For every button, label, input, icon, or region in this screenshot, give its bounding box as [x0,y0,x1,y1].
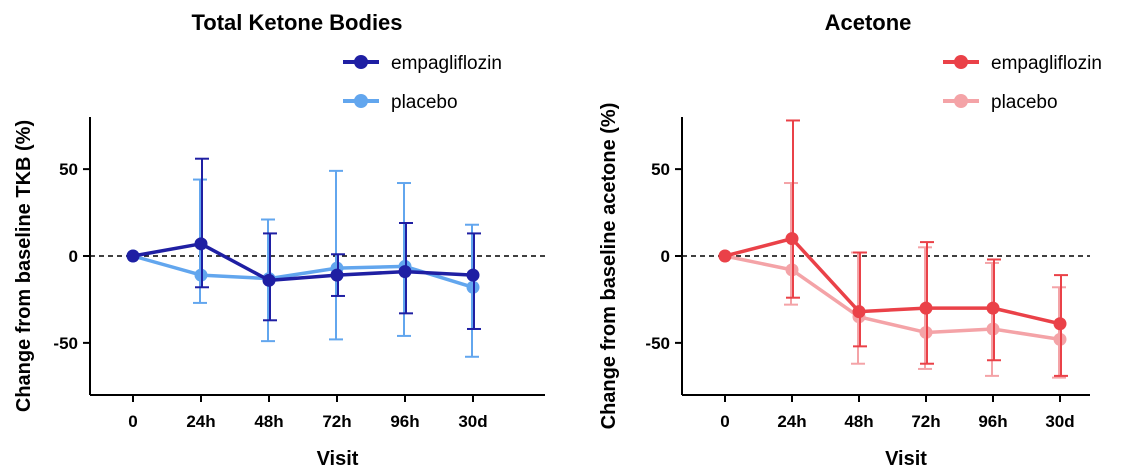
chart-acetone: Acetone -50 0 50 0 24h 48h 72h 96h 30d Visit Change… [598,10,1102,470]
legend-swatch-marker [354,55,368,69]
y-axis-label: Change from baseline TKB (%) [13,120,35,412]
data-point [718,249,732,263]
x-tick-label: 48h [254,412,283,431]
legend-label: empagliflozin [391,53,502,74]
x-axis-label: Visit [885,448,927,470]
series-empagliflozin [126,157,481,330]
data-point [330,268,344,282]
x-tick-label: 96h [390,412,419,431]
x-tick-label: 72h [322,412,351,431]
x-tick-label: 0 [128,412,137,431]
x-tick-label: 96h [978,412,1007,431]
data-point [1053,317,1067,331]
x-tick-label: 0 [720,412,729,431]
legend-item: placebo [343,92,458,113]
y-tick-label: -50 [53,334,78,353]
legend-item: empagliflozin [343,53,502,74]
chart-title: Acetone [825,10,912,35]
data-point [126,249,140,263]
y-tick-label: 50 [59,160,78,179]
data-point [398,265,412,279]
data-point [986,301,1000,315]
x-axis-label: Visit [317,448,359,470]
x-tick-label: 30d [458,412,487,431]
legend-label: empagliflozin [991,53,1102,74]
data-point [785,232,799,246]
x-tick-label: 72h [911,412,940,431]
data-point [466,268,480,282]
chart-title: Total Ketone Bodies [191,10,402,35]
series-empagliflozin [718,119,1068,377]
y-tick-label: 50 [651,160,670,179]
data-point [852,305,866,319]
series-line [724,236,1061,326]
y-tick-label: 0 [661,247,670,266]
legend-label: placebo [391,92,458,113]
series-line [132,254,474,289]
series-placebo [718,182,1067,379]
x-tick-label: 24h [186,412,215,431]
data-point [262,273,276,287]
series-placebo [126,169,480,358]
legend-swatch-marker [354,94,368,108]
legend-item: empagliflozin [943,53,1102,74]
legend-swatch-marker [954,94,968,108]
legend-swatch-marker [954,55,968,69]
y-tick-label: 0 [69,247,78,266]
chart-total-ketone-bodies: Total Ketone Bodies -50 0 50 0 24h 48h 72h 96h 30… [13,10,545,470]
series-line [724,254,1061,342]
legend-label: placebo [991,92,1058,113]
legend-item: placebo [943,92,1058,113]
data-point [194,237,208,251]
x-tick-label: 24h [777,412,806,431]
y-tick-label: -50 [645,334,670,353]
data-point [919,301,933,315]
x-tick-label: 48h [844,412,873,431]
x-tick-label: 30d [1045,412,1074,431]
series-line [132,242,474,283]
y-axis-label: Change from baseline acetone (%) [598,103,620,430]
